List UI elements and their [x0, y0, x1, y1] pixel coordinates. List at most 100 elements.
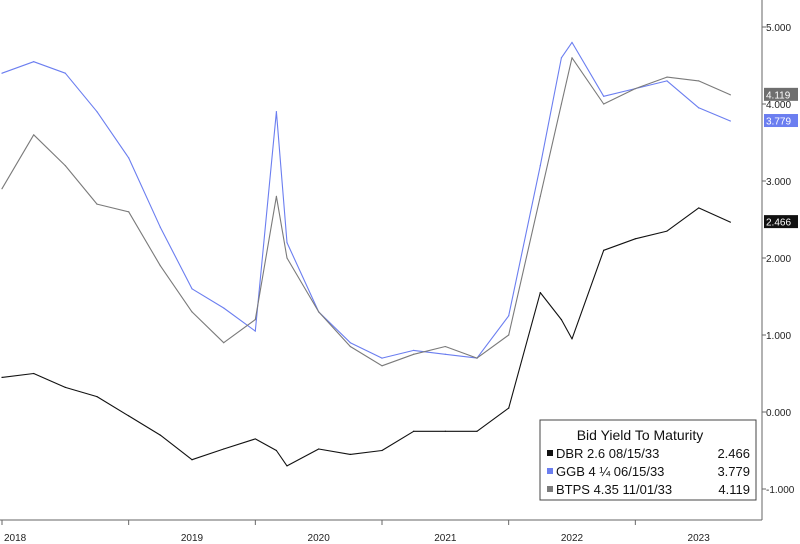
data-point-btps	[381, 365, 383, 367]
data-point-btps	[191, 311, 193, 313]
data-point-ggb	[349, 342, 351, 344]
y-tick-label: 1.000	[766, 331, 791, 342]
data-point-ggb	[275, 111, 278, 113]
data-point-dbr	[508, 407, 510, 409]
last-value-text-btps: 4.119	[766, 90, 791, 101]
data-point-ggb	[286, 242, 288, 244]
data-point-dbr	[560, 319, 563, 321]
y-tick-label: 2.000	[766, 254, 791, 265]
data-point-dbr	[349, 453, 351, 455]
legend-swatch-ggb	[547, 468, 553, 474]
series-line-dbr	[1, 207, 731, 467]
data-point-btps	[444, 345, 446, 348]
data-point-dbr	[275, 449, 278, 452]
last-value-labels: 4.119 3.779 2.466	[764, 87, 798, 229]
legend-swatch-btps	[547, 486, 553, 492]
data-point-dbr	[159, 434, 161, 436]
data-point-dbr	[571, 338, 573, 340]
data-point-ggb	[666, 80, 668, 82]
legend-swatch-dbr	[547, 450, 553, 456]
data-point-ggb	[698, 107, 700, 109]
y-tick-label: 4.000	[766, 100, 791, 111]
x-tick-label: 2023	[688, 533, 711, 544]
data-point-btps	[571, 57, 573, 59]
data-point-dbr	[1, 376, 3, 378]
last-value-badge-btps	[764, 87, 798, 101]
data-point-btps	[666, 76, 668, 78]
last-value-badge-dbr	[764, 215, 798, 229]
data-point-btps	[275, 195, 278, 197]
data-point-ggb	[603, 95, 605, 97]
legend-value-btps: 4.119	[718, 482, 750, 497]
data-point-btps	[634, 88, 636, 90]
data-point-ggb	[571, 41, 573, 44]
data-point-btps	[128, 211, 130, 213]
legend-value-dbr: 2.466	[717, 446, 750, 461]
data-point-ggb	[413, 349, 415, 351]
data-point-dbr	[381, 449, 383, 452]
data-point-btps	[729, 94, 731, 96]
data-point-btps	[64, 165, 66, 167]
x-tick-label: 2020	[308, 533, 331, 544]
legend-frame	[539, 419, 757, 501]
data-point-ggb	[33, 61, 35, 63]
data-point-dbr	[666, 230, 668, 232]
data-point-ggb	[223, 307, 225, 309]
data-point-dbr	[191, 459, 193, 461]
x-tick-label: 2021	[434, 533, 457, 544]
last-value-badge-ggb	[764, 114, 798, 128]
data-point-ggb	[191, 288, 193, 290]
last-value-text-dbr: 2.466	[766, 218, 791, 229]
data-point-btps	[476, 357, 478, 359]
data-point-ggb	[254, 330, 256, 332]
data-point-dbr	[64, 386, 66, 388]
x-tick-label: 2018	[4, 533, 27, 544]
legend-value-ggb: 3.779	[717, 464, 750, 479]
data-point-btps	[539, 195, 541, 197]
data-point-dbr	[729, 221, 731, 223]
data-point-btps	[286, 257, 288, 259]
legend-box: Bid Yield To Maturity DBR 2.6 08/15/33 2…	[539, 419, 757, 501]
data-point-btps	[159, 265, 161, 267]
data-point-btps	[254, 319, 256, 321]
data-point-ggb	[539, 165, 541, 167]
y-tick-label: 0.000	[766, 408, 791, 419]
data-point-ggb	[444, 353, 446, 355]
data-point-ggb	[508, 315, 510, 317]
series-layer	[1, 41, 731, 467]
data-point-btps	[603, 103, 605, 105]
data-point-dbr	[33, 372, 35, 375]
legend-label-btps: BTPS 4.35 11/01/33	[556, 482, 672, 497]
data-point-ggb	[96, 111, 98, 113]
data-point-dbr	[476, 430, 478, 432]
data-point-dbr	[698, 207, 700, 209]
data-point-dbr	[128, 415, 130, 417]
data-point-ggb	[560, 57, 563, 59]
data-point-dbr	[318, 448, 320, 450]
data-point-btps	[318, 311, 320, 313]
legend-label-ggb: GGB 4 ¼ 06/15/33	[556, 464, 664, 479]
data-point-ggb	[729, 120, 731, 122]
data-point-dbr	[254, 438, 256, 440]
data-point-dbr	[223, 448, 225, 450]
data-point-btps	[413, 353, 415, 355]
legend-title: Bid Yield To Maturity	[577, 427, 704, 443]
data-point-dbr	[444, 430, 446, 432]
data-point-ggb	[1, 72, 3, 74]
data-point-ggb	[64, 72, 66, 74]
data-point-ggb	[128, 157, 130, 159]
last-value-text-ggb: 3.779	[766, 117, 791, 128]
data-point-btps	[1, 188, 3, 190]
data-point-ggb	[381, 357, 383, 359]
legend-label-dbr: DBR 2.6 08/15/33	[556, 446, 659, 461]
data-point-ggb	[159, 226, 161, 228]
data-point-dbr	[603, 249, 605, 251]
data-point-btps	[698, 80, 700, 82]
data-point-dbr	[539, 292, 541, 294]
data-point-dbr	[286, 465, 288, 467]
series-line-ggb	[1, 41, 731, 359]
y-axis: 5.000 4.000 3.000 2.000 1.000 0.000 -1.000	[762, 23, 795, 496]
data-point-btps	[349, 345, 351, 348]
data-point-btps	[560, 103, 563, 105]
